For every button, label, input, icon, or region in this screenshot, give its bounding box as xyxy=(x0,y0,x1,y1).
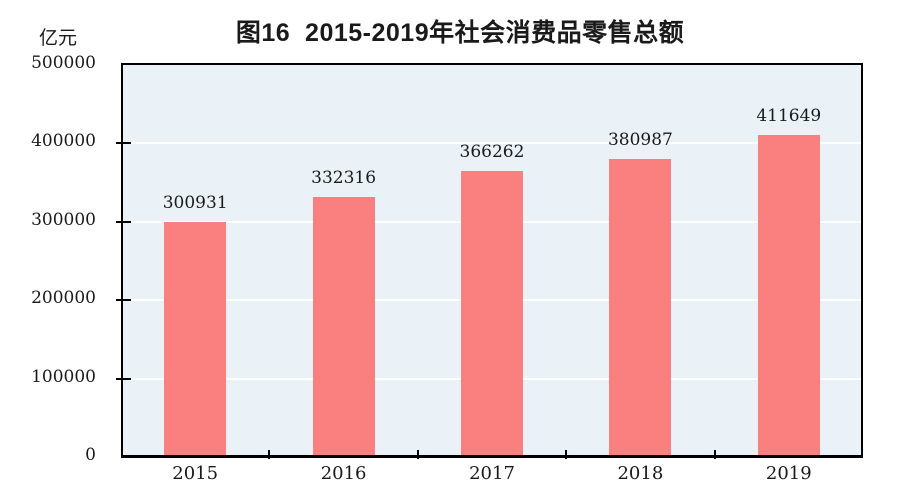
bar-2017 xyxy=(461,170,523,455)
x-axis-tick-mark xyxy=(713,450,716,459)
chart-title: 图16 2015-2019年社会消费品零售总额 xyxy=(235,19,685,47)
y-axis-tick-mark xyxy=(116,220,131,223)
x-axis-tick-label: 2018 xyxy=(617,463,664,484)
bar-2015 xyxy=(164,222,227,455)
y-axis-unit-label: 亿元 xyxy=(38,28,77,49)
y-axis-tick-mark xyxy=(116,142,131,145)
y-axis-tick-label: 200000 xyxy=(31,288,96,309)
x-axis-tick-label: 2017 xyxy=(469,463,515,484)
x-axis-tick-mark xyxy=(268,450,271,459)
bar-2018 xyxy=(609,159,672,455)
x-axis-tick-label: 2019 xyxy=(765,463,812,484)
x-axis-tick-label: 2015 xyxy=(172,463,219,484)
bar-value-label: 300931 xyxy=(162,193,228,214)
y-axis-tick-label: 100000 xyxy=(31,366,96,387)
x-axis-tick-label: 2016 xyxy=(320,463,367,484)
y-axis-tick-mark xyxy=(116,377,131,380)
x-axis-tick-mark xyxy=(565,450,568,459)
y-axis-tick-label: 400000 xyxy=(31,131,96,152)
plot-area xyxy=(116,63,863,458)
bar-2016 xyxy=(312,197,375,455)
bar-value-label: 411649 xyxy=(756,106,822,127)
bar-value-label: 332316 xyxy=(311,168,377,189)
bar-value-label: 380987 xyxy=(607,130,673,151)
y-axis-tick-label: 0 xyxy=(85,445,96,465)
y-axis-tick-label: 500000 xyxy=(31,53,96,73)
bar-value-label: 366262 xyxy=(459,141,525,162)
gridline xyxy=(123,142,861,145)
y-axis-tick-mark xyxy=(116,299,131,302)
y-axis-tick-label: 300000 xyxy=(31,209,96,230)
bar-2019 xyxy=(757,135,820,455)
x-axis-tick-mark xyxy=(416,450,419,459)
